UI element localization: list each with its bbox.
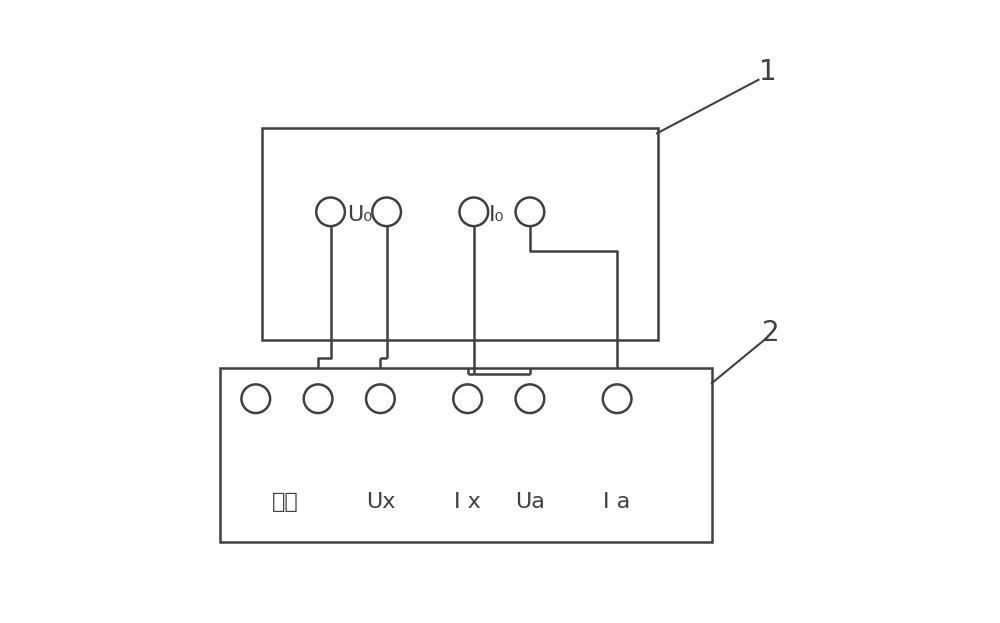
Circle shape: [304, 384, 332, 413]
Circle shape: [516, 197, 544, 226]
Circle shape: [366, 384, 395, 413]
Text: I₀: I₀: [489, 205, 504, 225]
Circle shape: [453, 384, 482, 413]
Text: 输入: 输入: [272, 492, 298, 511]
Circle shape: [460, 197, 488, 226]
Bar: [220, 368, 712, 542]
Bar: [262, 128, 658, 340]
Text: I x: I x: [454, 492, 481, 511]
Circle shape: [316, 197, 345, 226]
Text: U₀: U₀: [347, 205, 373, 225]
Text: I a: I a: [603, 492, 631, 511]
Circle shape: [603, 384, 631, 413]
Circle shape: [516, 384, 544, 413]
Text: Ux: Ux: [366, 492, 395, 511]
Text: 1: 1: [759, 58, 777, 85]
Text: 2: 2: [762, 320, 780, 347]
Circle shape: [372, 197, 401, 226]
Circle shape: [241, 384, 270, 413]
Text: Ua: Ua: [515, 492, 545, 511]
